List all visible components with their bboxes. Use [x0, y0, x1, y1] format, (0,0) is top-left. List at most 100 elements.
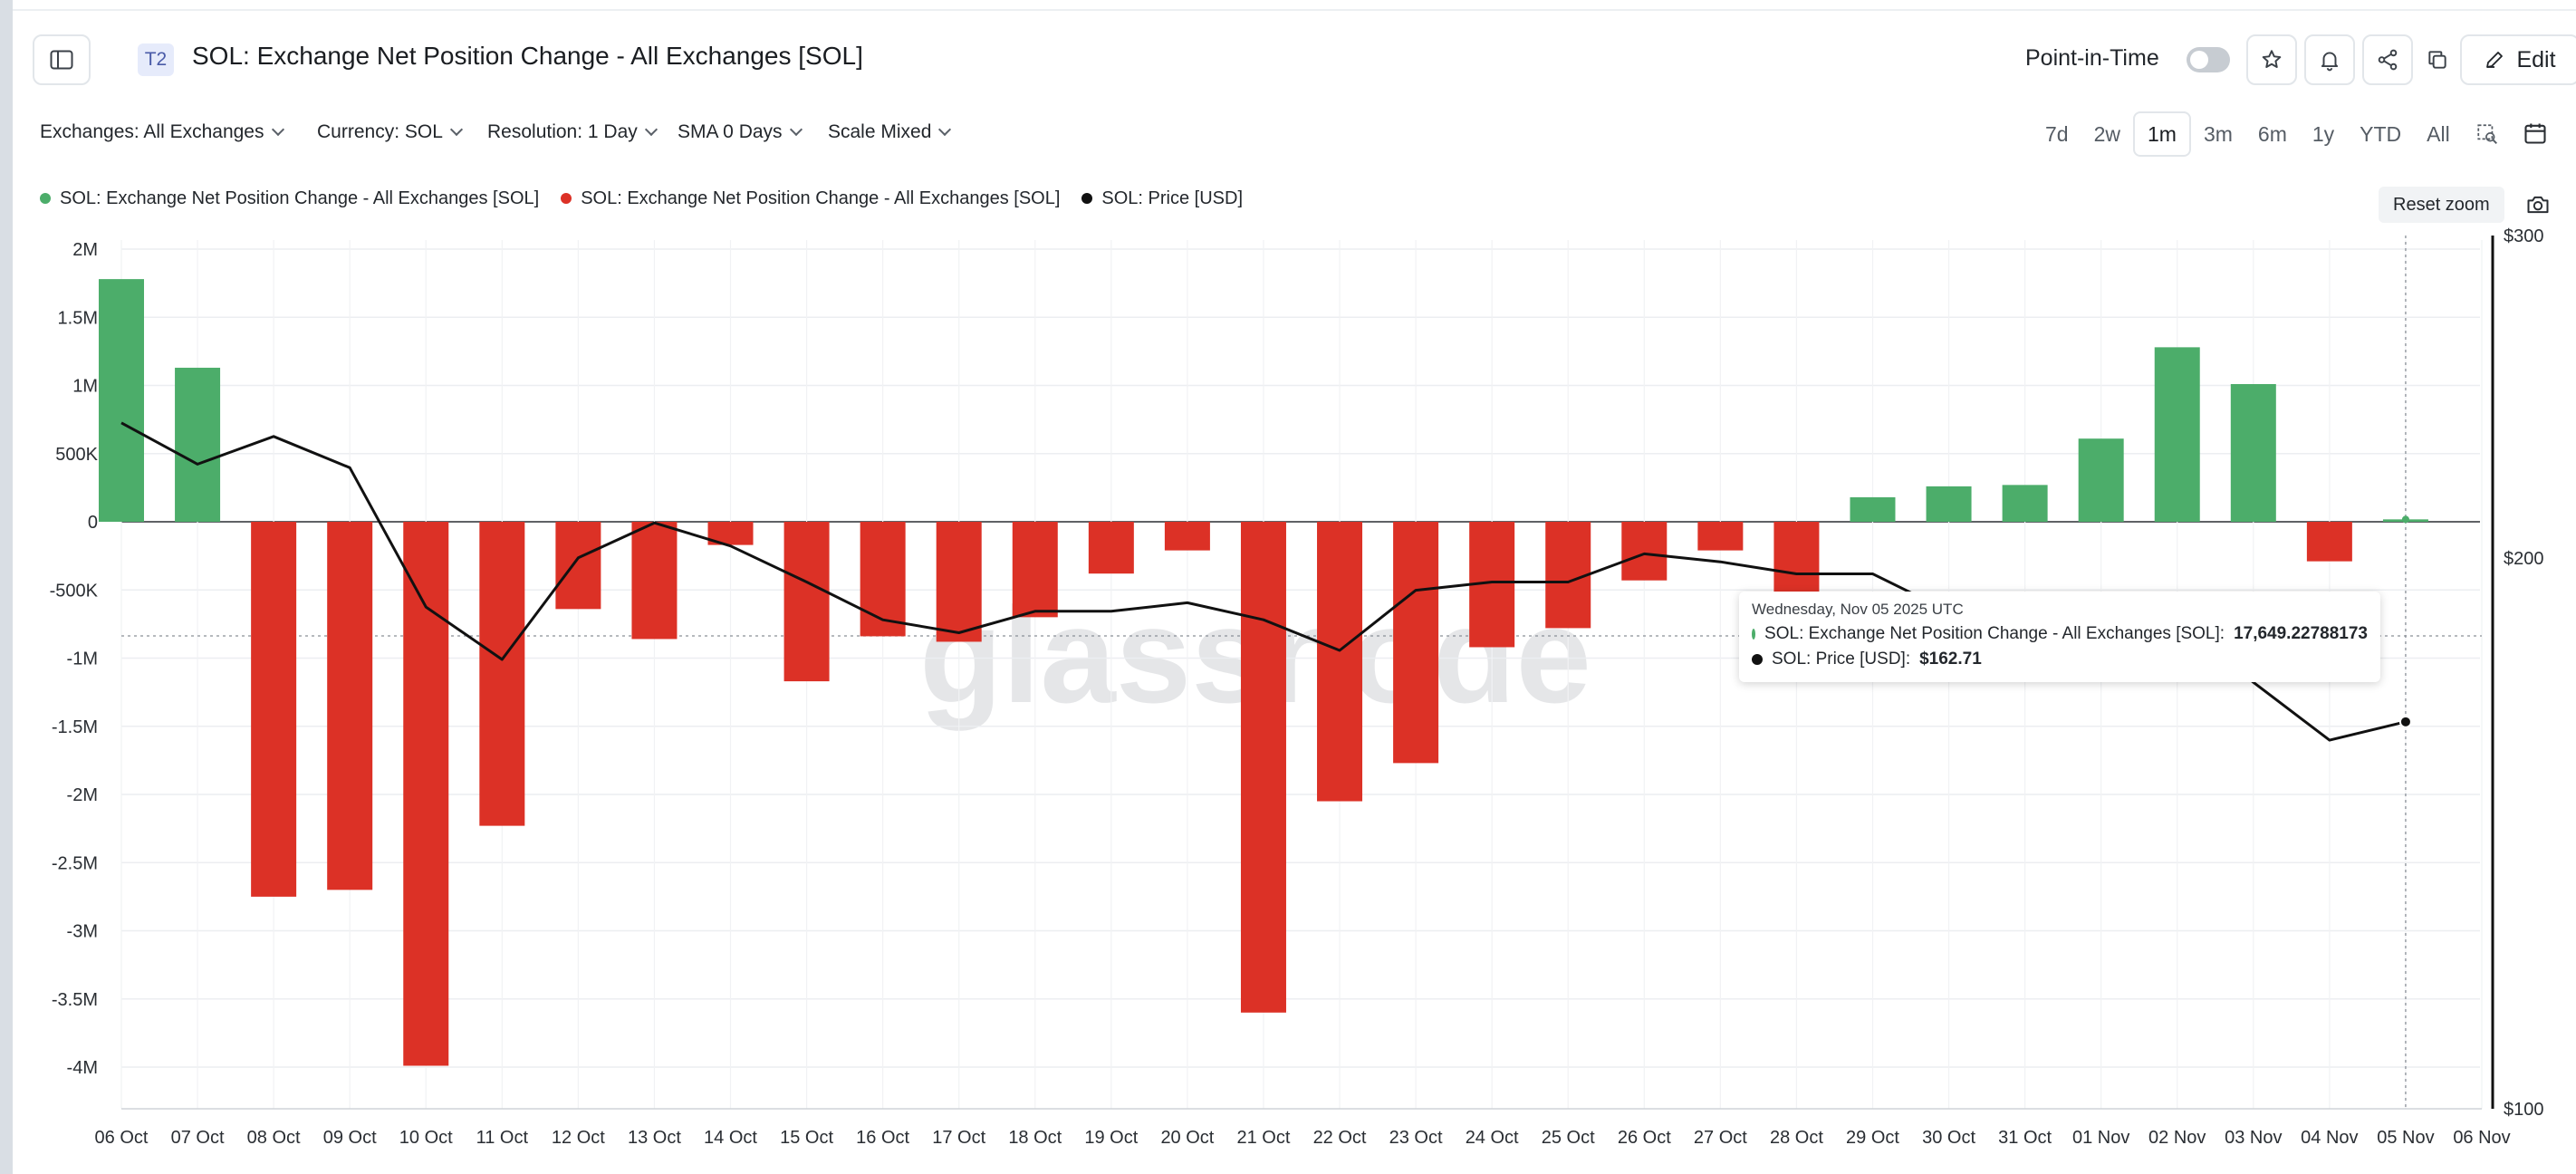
x-tick-label: 17 Oct [932, 1128, 985, 1148]
reset-zoom-button[interactable]: Reset zoom [2379, 187, 2504, 223]
resolution-dropdown[interactable]: Resolution: 1 Day [487, 121, 658, 143]
x-tick-label: 19 Oct [1084, 1128, 1138, 1148]
bar-20-oct [1164, 522, 1210, 551]
x-tick-label: 27 Oct [1694, 1128, 1747, 1148]
x-tick-label: 05 Nov [2377, 1128, 2434, 1148]
edit-label: Edit [2516, 46, 2556, 72]
y-left-tick-label: -1M [67, 650, 98, 669]
edit-button[interactable]: Edit [2460, 34, 2576, 85]
range-3m[interactable]: 3m [2203, 121, 2233, 146]
header: T2 SOL: Exchange Net Position Change - A… [33, 33, 2576, 89]
bar-26-oct [1621, 522, 1668, 581]
x-tick-label: 28 Oct [1770, 1128, 1823, 1148]
range-all[interactable]: All [2427, 121, 2450, 146]
x-tick-label: 15 Oct [780, 1128, 833, 1148]
x-tick-label: 24 Oct [1466, 1128, 1519, 1148]
x-tick-label: 07 Oct [171, 1128, 225, 1148]
range-2w[interactable]: 2w [2093, 121, 2120, 146]
legend-dot [40, 193, 51, 204]
bar-10-oct [403, 522, 449, 1066]
x-tick-label: 14 Oct [704, 1128, 757, 1148]
point-in-time-toggle[interactable] [2187, 47, 2230, 72]
tooltip-row-price: SOL: Price [USD]: $162.71 [1752, 650, 2368, 669]
bar-17-oct [936, 522, 982, 642]
y-left-tick-label: 2M [72, 240, 98, 260]
bar-hover-marker [2401, 515, 2409, 524]
y-right-tick-label: $200 [2504, 549, 2544, 569]
bar-28-oct [1773, 522, 1820, 594]
bar-30-oct [1926, 486, 1972, 522]
currency-label: Currency: SOL [317, 121, 443, 142]
duplicate-button[interactable] [2420, 34, 2455, 85]
y-left-tick-label: -3.5M [52, 990, 98, 1010]
sma-dropdown[interactable]: SMA 0 Days [678, 121, 803, 143]
left-rail [0, 0, 13, 1174]
zoom-select-button[interactable] [2463, 111, 2512, 157]
exchanges-dropdown[interactable]: Exchanges: All Exchanges [40, 121, 284, 143]
bar-13-oct [631, 522, 678, 640]
y-left-tick-label: -4M [67, 1058, 98, 1078]
x-tick-label: 23 Oct [1389, 1128, 1443, 1148]
y-right-tick-label: $100 [2504, 1100, 2544, 1120]
y-left-tick-label: 1.5M [58, 308, 98, 328]
x-tick-label: 12 Oct [552, 1128, 605, 1148]
x-tick-label: 02 Nov [2148, 1128, 2206, 1148]
bar-21-oct [1240, 522, 1286, 1013]
bar-04-nov [2306, 522, 2352, 562]
sma-label: SMA 0 Days [678, 121, 783, 142]
legend-item-net-position-positive[interactable]: SOL: Exchange Net Position Change - All … [40, 188, 539, 209]
tooltip-series2-value: $162.71 [1919, 650, 1982, 669]
chart-tooltip: Wednesday, Nov 05 2025 UTC SOL: Exchange… [1739, 592, 2380, 682]
legend-label: SOL: Exchange Net Position Change - All … [60, 188, 540, 208]
range-1m[interactable]: 1m [2133, 111, 2191, 157]
range-ytd[interactable]: YTD [2360, 121, 2402, 146]
x-tick-label: 11 Oct [476, 1128, 529, 1148]
copy-icon [2428, 51, 2446, 69]
calendar-icon [2524, 123, 2546, 144]
legend-item-net-position-negative[interactable]: SOL: Exchange Net Position Change - All … [561, 188, 1060, 209]
top-divider [13, 9, 2576, 11]
tooltip-dot [1752, 654, 1763, 665]
bar-06-oct [99, 279, 144, 522]
x-tick-label: 29 Oct [1846, 1128, 1899, 1148]
camera-icon [2527, 196, 2549, 214]
tooltip-dot [1752, 629, 1756, 640]
tooltip-series2-label: SOL: Price [USD]: [1772, 650, 1911, 669]
bar-11-oct [479, 522, 525, 826]
tooltip-row-net-position: SOL: Exchange Net Position Change - All … [1752, 624, 2368, 644]
share-button[interactable] [2362, 34, 2413, 85]
x-tick-label: 06 Oct [95, 1128, 149, 1148]
bar-02-nov [2154, 347, 2200, 522]
y-left-tick-label: -2.5M [52, 853, 98, 873]
zoom-select-icon [2477, 124, 2497, 144]
currency-dropdown[interactable]: Currency: SOL [317, 121, 463, 143]
scale-dropdown[interactable]: Scale Mixed [828, 121, 952, 143]
x-tick-label: 06 Nov [2453, 1128, 2510, 1148]
bar-01-nov [2078, 438, 2124, 522]
legend-item-price[interactable]: SOL: Price [USD] [1081, 188, 1243, 209]
favorite-button[interactable] [2246, 34, 2297, 85]
tier-badge: T2 [138, 43, 174, 76]
date-range-button[interactable] [2513, 111, 2558, 156]
bar-03-nov [2230, 383, 2276, 522]
x-tick-label: 18 Oct [1008, 1128, 1062, 1148]
x-tick-label: 20 Oct [1160, 1128, 1214, 1148]
y-right-tick-label: $300 [2504, 226, 2544, 246]
exchanges-label: Exchanges: All Exchanges [40, 121, 264, 142]
export-image-button[interactable] [2522, 188, 2554, 221]
range-7d[interactable]: 7d [2045, 121, 2069, 146]
x-tick-label: 16 Oct [856, 1128, 909, 1148]
x-tick-label: 26 Oct [1618, 1128, 1671, 1148]
scale-label: Scale Mixed [828, 121, 932, 142]
range-1y[interactable]: 1y [2312, 121, 2335, 146]
alert-button[interactable] [2304, 34, 2355, 85]
range-6m[interactable]: 6m [2257, 121, 2287, 146]
share-icon [2378, 49, 2398, 71]
sidebar-toggle-button[interactable] [33, 34, 91, 85]
bar-18-oct [1012, 522, 1058, 618]
x-tick-label: 08 Oct [247, 1128, 301, 1148]
bar-27-oct [1697, 522, 1744, 551]
bell-icon [2321, 52, 2339, 72]
bar-15-oct [783, 522, 830, 682]
